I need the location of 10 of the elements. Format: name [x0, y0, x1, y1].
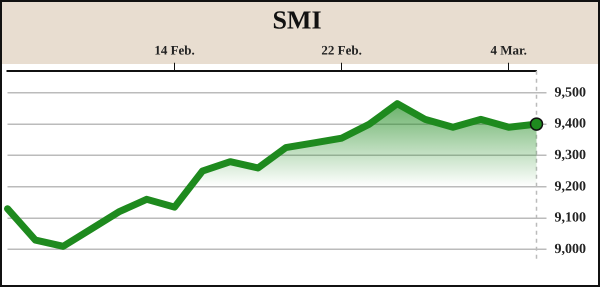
x-tick-label: 22 Feb. [321, 42, 362, 58]
x-tick-label: 14 Feb. [154, 42, 195, 58]
x-tick-label: 4 Mar. [490, 42, 527, 58]
y-tick-label: 9,000 [554, 242, 586, 258]
chart-title: SMI [272, 5, 322, 34]
y-tick-label: 9,500 [554, 85, 586, 100]
y-tick-label: 9,100 [554, 210, 586, 226]
y-tick-label: 9,400 [554, 116, 586, 132]
y-tick-label: 9,200 [554, 179, 586, 194]
y-tick-label: 9,300 [554, 148, 586, 164]
